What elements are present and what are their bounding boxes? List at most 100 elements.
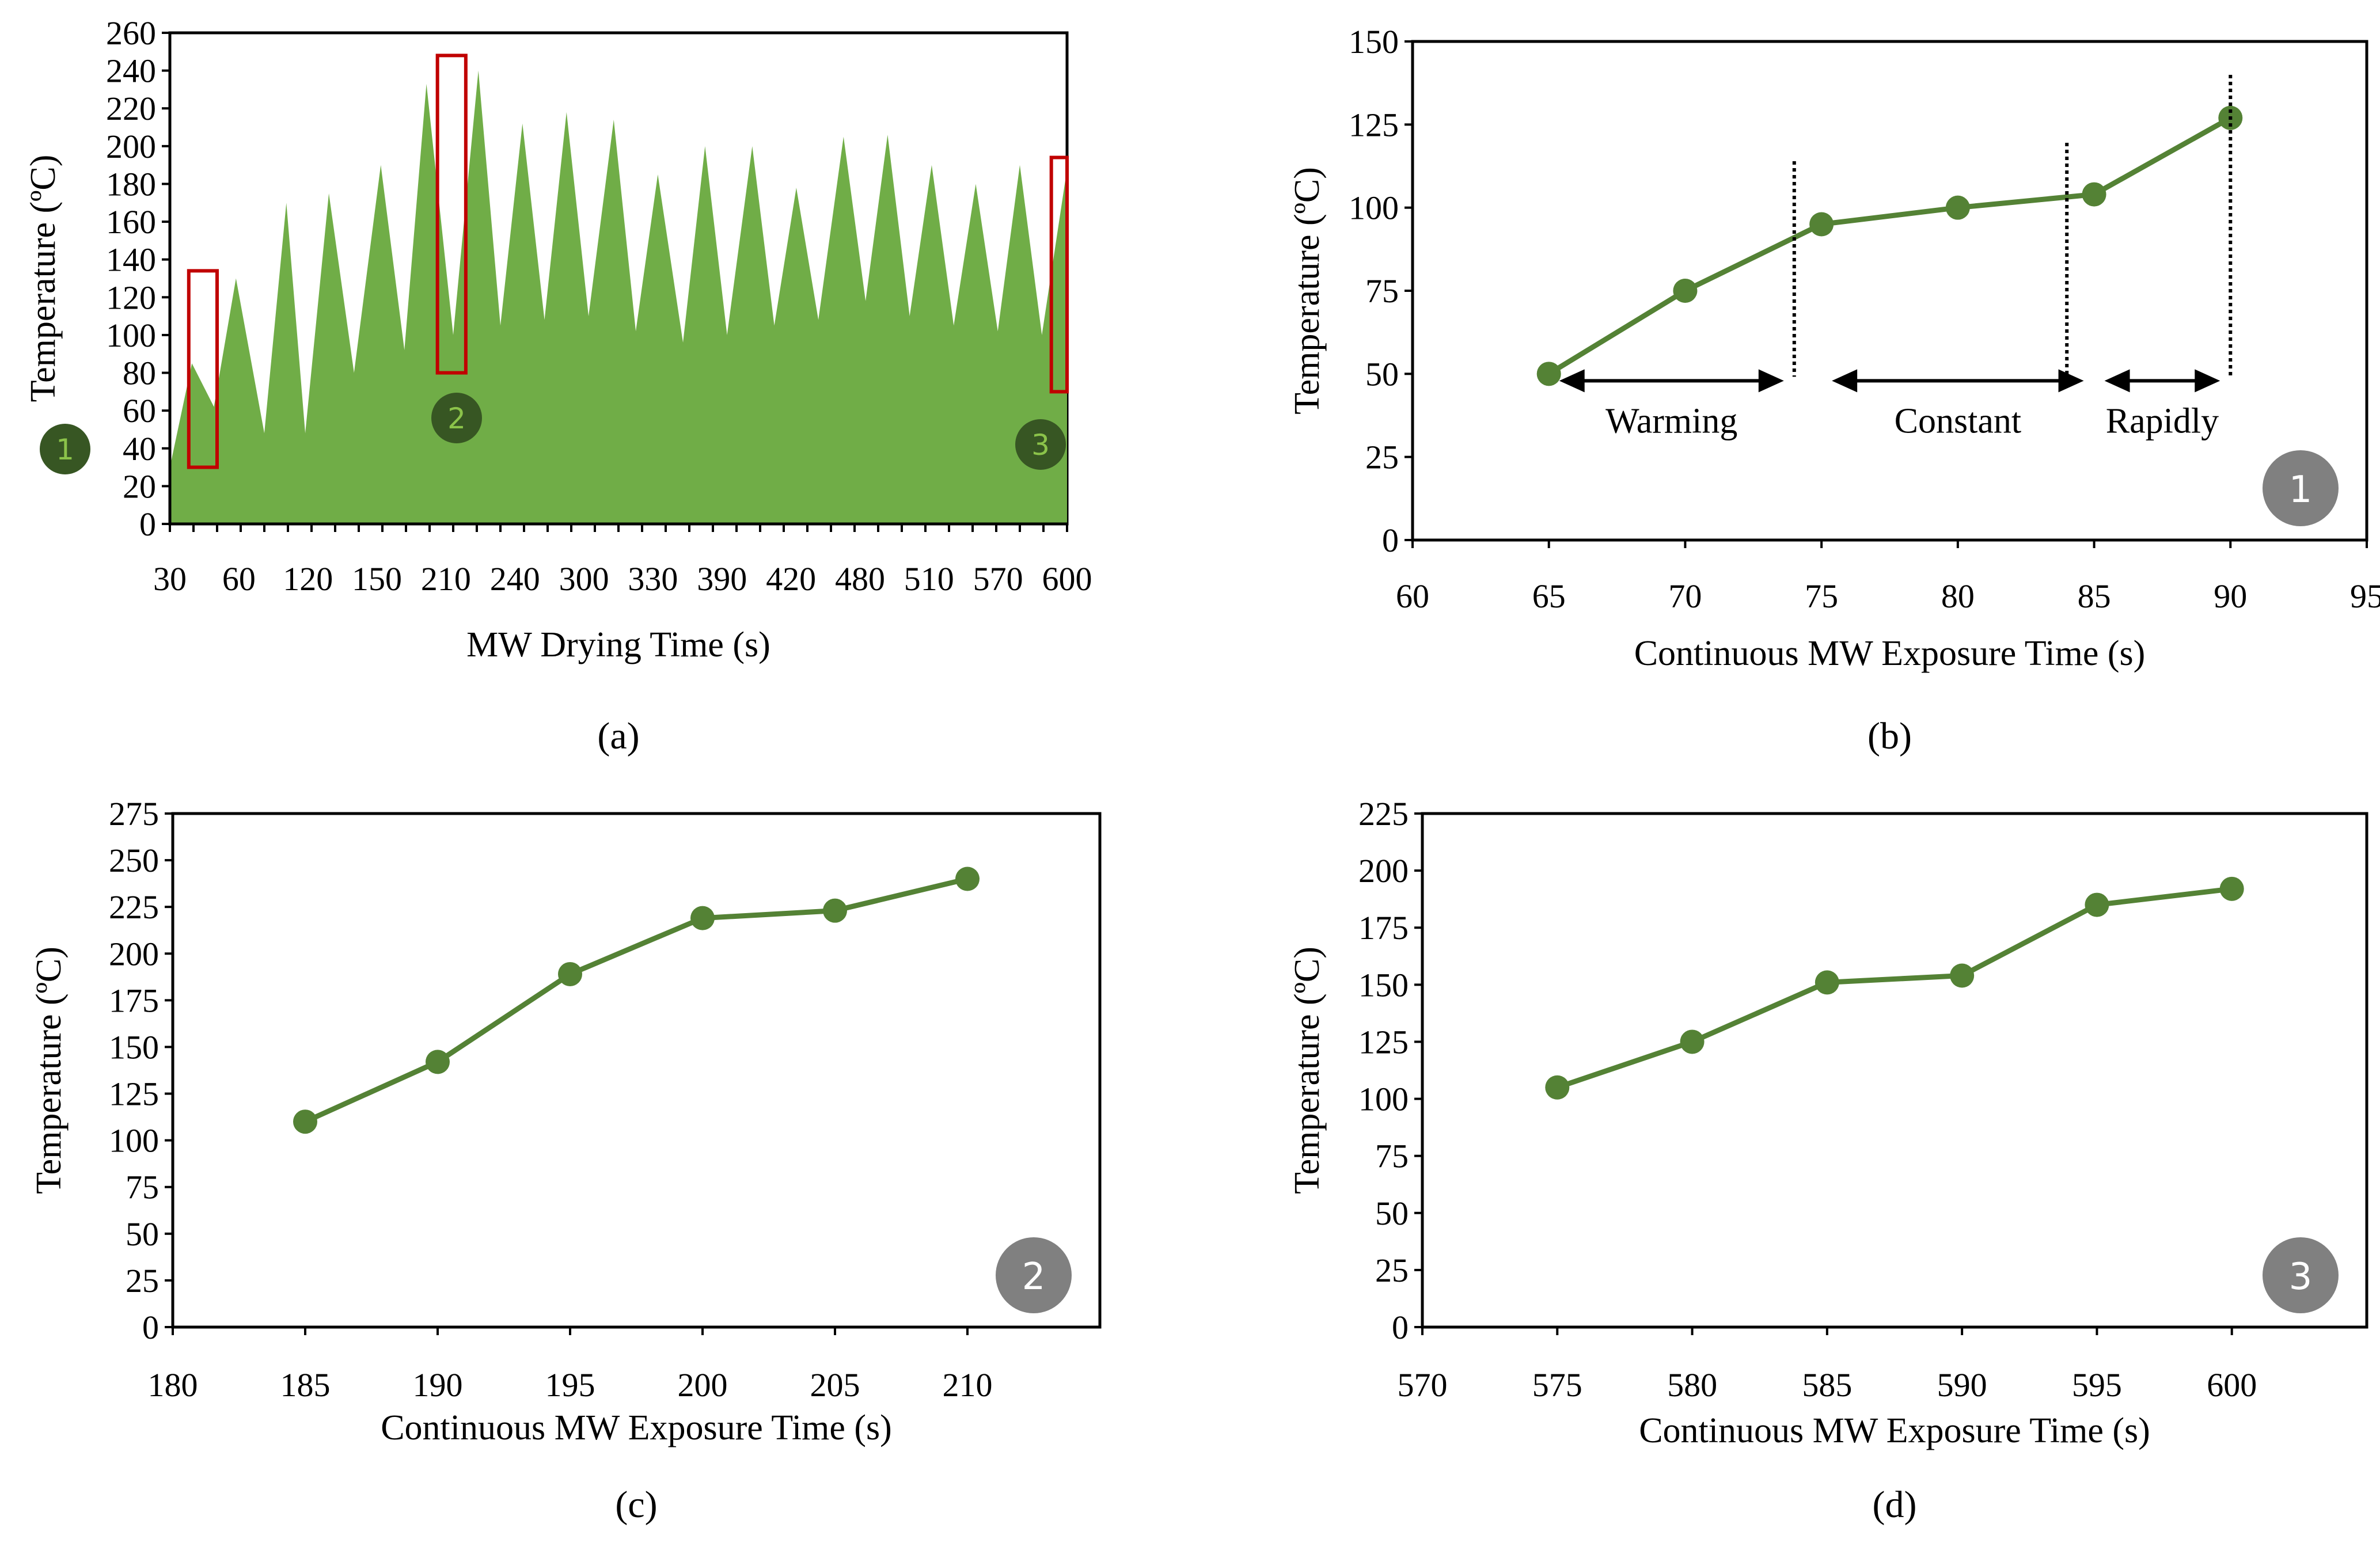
data-point: [1815, 970, 1839, 995]
data-point: [690, 906, 715, 930]
badge-number: 2: [447, 402, 466, 435]
x-tick-label: 180: [148, 1366, 198, 1404]
badge-number: 2: [1022, 1256, 1046, 1298]
y-tick-label: 60: [123, 392, 156, 430]
x-tick-label: 95: [2350, 577, 2380, 615]
badge-number: 3: [2289, 1256, 2313, 1298]
data-point: [2219, 876, 2244, 901]
panel-label: (d): [1873, 1484, 1917, 1526]
badge-circle: [40, 424, 90, 474]
chart-b: 0 25 50 75 100 125 150 60 65 70 75 80 85 90 95 Continuo…: [1288, 23, 2380, 757]
x-tick-label: 195: [545, 1366, 595, 1404]
data-point: [955, 866, 980, 891]
x-tick-label: 575: [1532, 1366, 1582, 1404]
badge-number: 1: [2289, 469, 2313, 511]
y-tick-label: 125: [109, 1075, 159, 1113]
badge-circle: [431, 393, 482, 443]
y-tick-label: 150: [109, 1028, 159, 1066]
y-tick-label: 150: [1358, 966, 1409, 1004]
y-tick-label: 0: [1392, 1309, 1409, 1346]
data-point: [2085, 892, 2109, 917]
panel-label: (b): [1867, 715, 1912, 757]
y-tick-label: 25: [126, 1262, 159, 1299]
data-point: [1545, 1075, 1570, 1100]
area-series: [170, 70, 1067, 525]
y-tick-label: 150: [1349, 23, 1399, 60]
arrow-head-right: [2058, 369, 2084, 393]
y-tick-label: 175: [1358, 909, 1409, 947]
y-tick-label: 0: [1382, 522, 1399, 559]
y-tick-label: 50: [1365, 355, 1399, 393]
series-line: [1547, 115, 2232, 377]
x-tick-label: 60: [222, 560, 256, 598]
y-tick-label: 200: [109, 935, 159, 972]
y-tick-label: 275: [109, 795, 159, 833]
data-point: [1536, 362, 1561, 386]
phase-label: Constant: [1895, 401, 2021, 440]
y-tick-label: 225: [109, 888, 159, 926]
y-tick-label: 180: [106, 165, 156, 203]
data-point: [1680, 1029, 1705, 1054]
y-tick-label: 160: [106, 203, 156, 241]
x-tick-label: 600: [2207, 1366, 2257, 1404]
x-tick-label: 590: [1937, 1366, 1987, 1404]
y-tick-label: 100: [109, 1122, 159, 1160]
badge-circle: [2263, 450, 2339, 526]
series-line: [304, 876, 969, 1124]
x-tick-label: 190: [413, 1366, 463, 1404]
y-tick-label: 25: [1365, 439, 1399, 476]
y-axis-label: Temperature (ºC): [1288, 167, 1327, 415]
x-axis-label: MW Drying Time (s): [466, 625, 770, 664]
y-axis-label: Temperature (ºC): [29, 947, 69, 1194]
y-tick-label: 50: [126, 1215, 159, 1253]
x-tick-label: 200: [678, 1366, 728, 1404]
x-tick-label: 60: [1396, 577, 1429, 615]
x-tick-label: 85: [2078, 577, 2111, 615]
x-tick-label: 210: [421, 560, 471, 598]
x-tick-label: 570: [973, 560, 1023, 598]
series-line: [1556, 886, 2233, 1090]
x-tick-label: 30: [153, 560, 187, 598]
phase-label: Warming: [1605, 401, 1737, 440]
y-tick-label: 75: [1365, 272, 1399, 310]
y-tick-label: 100: [1349, 189, 1399, 227]
y-tick-label: 50: [1375, 1195, 1409, 1232]
badge-circle: [2263, 1237, 2339, 1313]
data-point: [1809, 212, 1834, 237]
x-tick-label: 120: [283, 560, 333, 598]
badge-circle: [1015, 419, 1066, 470]
chart-c: 0 25 50 75 100 125 150 175 200 225 250 275 180 185 190…: [29, 795, 1102, 1526]
panel-label: (a): [597, 715, 639, 757]
x-tick-label: 420: [766, 560, 816, 598]
y-tick-label: 25: [1375, 1252, 1409, 1289]
x-axis-label: Continuous MW Exposure Time (s): [1634, 634, 2146, 673]
y-tick-label: 0: [142, 1309, 159, 1346]
data-point: [1950, 963, 1975, 988]
highlight-box: [187, 269, 219, 469]
badge-number: 1: [56, 433, 74, 466]
y-tick-label: 250: [109, 842, 159, 879]
x-tick-label: 75: [1805, 577, 1838, 615]
plot-frame: [171, 812, 1102, 1329]
y-tick-label: 20: [123, 468, 156, 505]
y-tick-label: 120: [106, 279, 156, 316]
x-axis-label: Continuous MW Exposure Time (s): [381, 1408, 892, 1447]
data-point: [293, 1109, 317, 1134]
badge-number: 3: [1031, 428, 1050, 462]
x-tick-label: 205: [810, 1366, 860, 1404]
x-tick-label: 510: [904, 560, 954, 598]
y-tick-label: 75: [126, 1169, 159, 1206]
x-tick-label: 210: [943, 1366, 993, 1404]
x-tick-label: 80: [1941, 577, 1975, 615]
y-tick-label: 100: [1358, 1081, 1409, 1118]
x-tick-label: 600: [1042, 560, 1092, 598]
plot-frame: [1421, 812, 2368, 1329]
x-tick-label: 185: [280, 1366, 331, 1404]
x-tick-label: 570: [1398, 1366, 1448, 1404]
y-tick-label: 40: [123, 430, 156, 468]
x-tick-label: 390: [697, 560, 747, 598]
phase-label: Rapidly: [2106, 401, 2219, 440]
x-tick-label: 580: [1667, 1366, 1717, 1404]
